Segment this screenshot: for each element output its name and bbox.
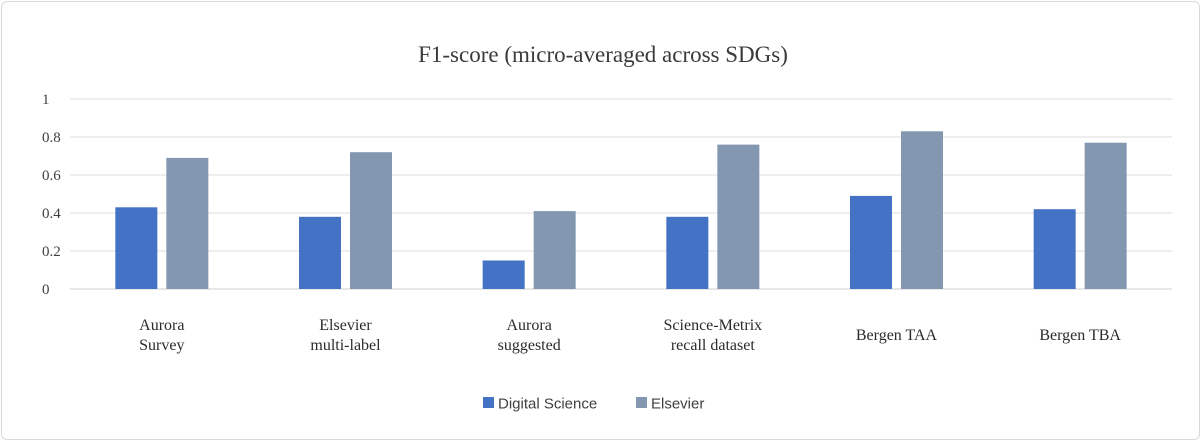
y-tick-label: 0 xyxy=(42,282,50,298)
bar-elsevier xyxy=(166,157,209,289)
bar-digital-science xyxy=(482,260,525,289)
category-label: Survey xyxy=(139,337,184,354)
y-tick-label: 1 xyxy=(42,92,50,108)
chart-title: F1-score (micro-averaged across SDGs) xyxy=(418,42,788,67)
category-label: Aurora xyxy=(139,317,184,334)
legend-swatch xyxy=(636,397,647,408)
category-label: recall dataset xyxy=(671,337,756,354)
category-label: multi-label xyxy=(310,337,381,354)
y-tick-label: 0.2 xyxy=(42,244,61,260)
legend: Digital Science Elsevier xyxy=(483,396,704,413)
y-tick-label: 0.8 xyxy=(42,130,61,146)
bar-elsevier xyxy=(533,211,576,289)
category-label: Elsevier xyxy=(319,317,372,334)
gridlines xyxy=(70,98,1172,290)
bar-elsevier xyxy=(1084,142,1127,289)
legend-label: Digital Science xyxy=(498,396,597,413)
y-tick-label: 0.6 xyxy=(42,168,61,184)
category-label: Bergen TAA xyxy=(856,327,938,344)
x-axis-categories: Aurora Survey Elsevier multi-label Aurora sug… xyxy=(139,317,1121,354)
y-axis-ticks: 0 0.2 0.4 0.6 0.8 1 xyxy=(42,92,61,298)
bar-digital-science xyxy=(1033,209,1076,289)
category-label: Science-Metrix xyxy=(664,317,763,334)
bar-digital-science xyxy=(115,207,158,289)
bar-elsevier xyxy=(901,131,943,289)
bar-digital-science xyxy=(666,216,709,289)
bar-digital-science xyxy=(850,195,892,289)
legend-swatch xyxy=(483,397,494,408)
y-tick-label: 0.4 xyxy=(42,206,61,222)
category-label: Bergen TBA xyxy=(1039,327,1121,344)
bars xyxy=(115,131,1127,289)
legend-label: Elsevier xyxy=(651,396,704,413)
category-label: suggested xyxy=(498,337,561,354)
category-label: Aurora xyxy=(507,317,552,334)
bar-elsevier xyxy=(350,152,392,289)
bar-elsevier xyxy=(717,144,760,289)
bar-digital-science xyxy=(299,216,341,289)
